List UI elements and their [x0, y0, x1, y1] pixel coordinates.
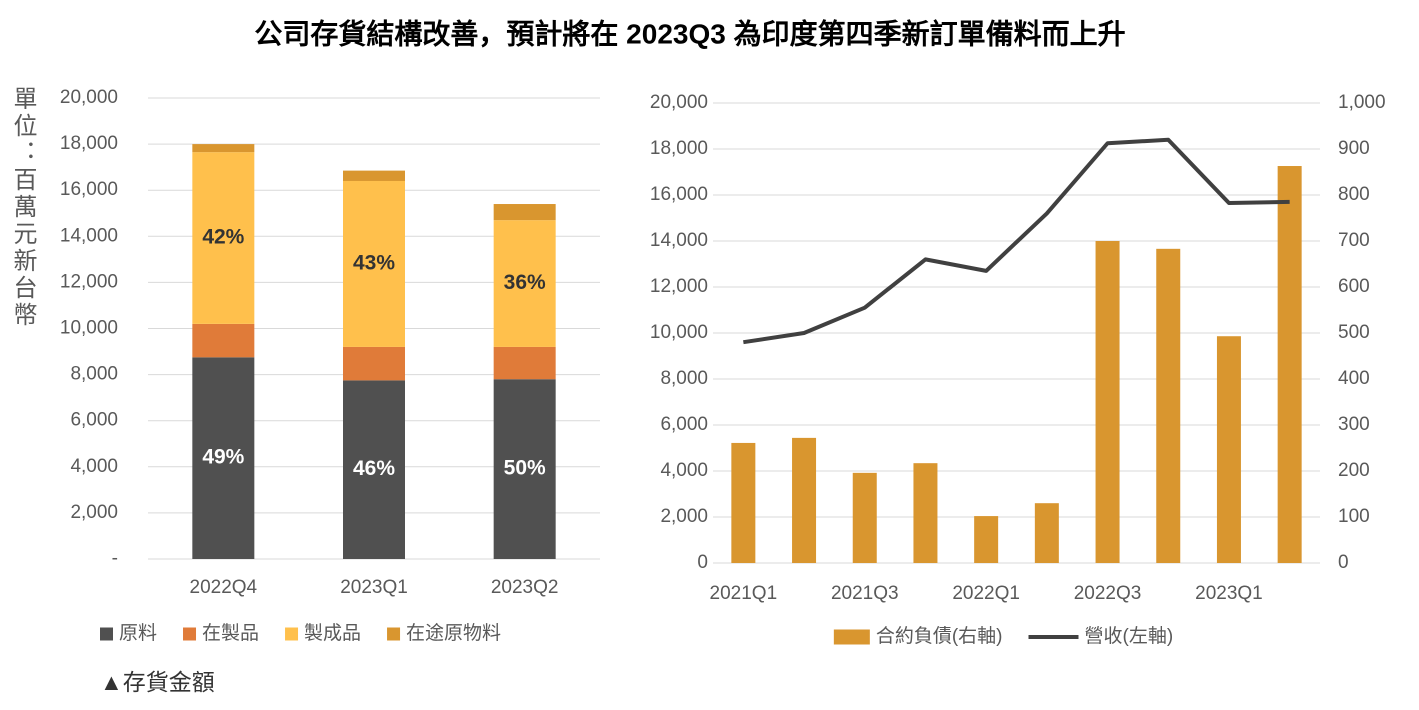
data-label: 46%: [353, 457, 395, 480]
bar-segment: [343, 380, 405, 559]
caption: ▲存貨金額: [100, 669, 215, 695]
bar-segment: [192, 323, 255, 358]
y-tick-label: 14,000: [650, 230, 708, 251]
y-tick-label: 10,000: [650, 322, 708, 343]
legend-swatch: [833, 629, 870, 645]
y2-tick-label: 800: [1338, 184, 1370, 205]
y-tick-label: 12,000: [60, 271, 118, 292]
x-tick-label: 2023Q1: [340, 577, 408, 598]
bar: [792, 437, 817, 563]
bar: [1095, 241, 1120, 563]
legend-label: 原料: [119, 622, 157, 644]
y-tick-label: 0: [697, 552, 708, 573]
bar: [974, 516, 999, 563]
chart-title: 公司存貨結構改善，預計將在 2023Q3 為印度第四季新訂單備料而上升: [254, 17, 1125, 49]
y-tick-label: 16,000: [60, 179, 118, 200]
bar-segment: [343, 346, 405, 381]
bar: [1034, 503, 1059, 563]
x-tick-label: 2023Q2: [491, 577, 559, 598]
y-tick-label: 10,000: [60, 318, 118, 339]
y-tick-label: 4,000: [660, 460, 708, 481]
x-tick-label: 2022Q3: [1074, 583, 1142, 604]
bar-segment: [493, 379, 556, 559]
y2-tick-label: 900: [1338, 138, 1370, 159]
y-tick-label: -: [112, 548, 118, 569]
data-label: 50%: [504, 457, 546, 480]
legend-label: 在製品: [202, 622, 259, 644]
y2-tick-label: 200: [1338, 460, 1370, 481]
y-tick-label: 2,000: [660, 506, 708, 527]
legend-swatch: [183, 627, 197, 641]
y2-tick-label: 400: [1338, 368, 1370, 389]
y2-tick-label: 1,000: [1338, 92, 1386, 113]
y2-tick-label: 600: [1338, 276, 1370, 297]
x-tick-label: 2022Q1: [952, 583, 1020, 604]
bar-segment: [192, 144, 255, 153]
y-axis-label: 單位：百萬元新台幣: [9, 86, 37, 329]
y2-tick-label: 100: [1338, 506, 1370, 527]
bar: [1277, 166, 1302, 563]
line: [743, 137, 1290, 345]
bar: [852, 472, 877, 563]
legend-label: 合約負債(右軸): [876, 625, 1003, 647]
y-tick-label: 2,000: [70, 502, 118, 523]
bar-segment: [343, 170, 405, 181]
x-tick-label: 2021Q1: [710, 583, 778, 604]
y-tick-label: 14,000: [60, 225, 118, 246]
bar-segment: [493, 346, 556, 380]
bar-segment: [192, 357, 255, 559]
y-tick-label: 12,000: [650, 276, 708, 297]
bar: [913, 463, 938, 563]
x-tick-label: 2023Q1: [1195, 583, 1263, 604]
data-label: 49%: [202, 446, 244, 469]
bar: [731, 442, 756, 563]
y-tick-label: 20,000: [60, 87, 118, 108]
y-tick-label: 8,000: [70, 364, 118, 385]
y-tick-label: 8,000: [660, 368, 708, 389]
y2-tick-label: 700: [1338, 230, 1370, 251]
y-tick-label: 18,000: [650, 138, 708, 159]
legend-label: 營收(左軸): [1085, 625, 1174, 647]
y-tick-label: 6,000: [660, 414, 708, 435]
bar: [1216, 336, 1241, 563]
legend-label: 在途原物料: [406, 622, 501, 644]
y2-tick-label: 0: [1338, 552, 1349, 573]
x-tick-label: 2022Q4: [190, 577, 258, 598]
x-tick-label: 2021Q3: [831, 583, 899, 604]
y-tick-label: 6,000: [70, 410, 118, 431]
y-tick-label: 4,000: [70, 456, 118, 477]
bar-segment: [493, 220, 556, 347]
y2-tick-label: 300: [1338, 414, 1370, 435]
bar-segment: [343, 180, 405, 347]
bar: [1156, 248, 1181, 563]
bar-segment: [493, 204, 556, 221]
y-tick-label: 18,000: [60, 133, 118, 154]
data-label: 36%: [504, 271, 546, 294]
bar-segment: [192, 152, 255, 324]
legend-label: 製成品: [304, 622, 361, 644]
legend-swatch: [387, 627, 401, 641]
legend-swatch: [285, 627, 299, 641]
y2-tick-label: 500: [1338, 322, 1370, 343]
y-tick-label: 20,000: [650, 92, 708, 113]
data-label: 43%: [353, 252, 395, 275]
y-tick-label: 16,000: [650, 184, 708, 205]
data-label: 42%: [202, 226, 244, 249]
legend-swatch: [100, 627, 113, 641]
